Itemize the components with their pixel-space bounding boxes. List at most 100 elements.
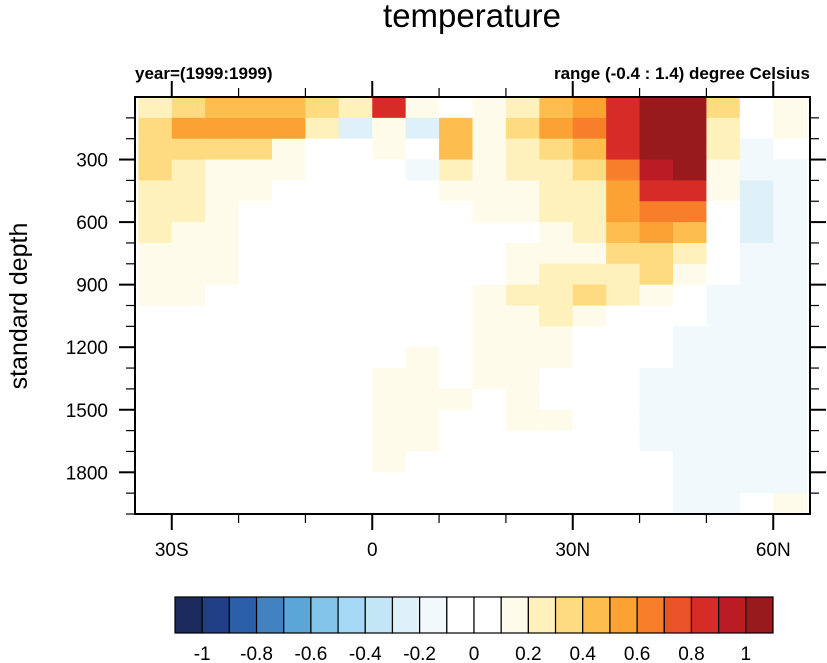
heatmap-cell: [205, 430, 240, 453]
heatmap-cell: [606, 284, 641, 307]
heatmap-cell: [505, 388, 540, 411]
heatmap-cell: [272, 159, 307, 181]
heatmap-cell: [472, 388, 507, 411]
heatmap-cell: [238, 368, 273, 390]
heatmap-cell: [472, 326, 507, 348]
heatmap-cell: [672, 409, 708, 432]
heatmap-cell: [472, 493, 507, 515]
heatmap-cell: [606, 493, 641, 515]
heatmap-cell: [739, 263, 774, 286]
heatmap-cell: [138, 451, 173, 473]
colorbar-box: [337, 596, 366, 634]
heatmap-cell: [272, 388, 307, 411]
heatmap-cell: [338, 409, 373, 432]
heatmap-cell: [272, 222, 307, 244]
heatmap-cell: [606, 97, 641, 119]
heatmap-cell: [706, 472, 741, 494]
heatmap-cell: [773, 326, 808, 348]
heatmap-cell: [405, 451, 440, 473]
heatmap-cell: [739, 493, 774, 515]
colorbar: -1 -0.8 -0.6 -0.4 -0.2 0 0.2 0.4 0.6 0.8 1: [174, 596, 774, 663]
heatmap-cell: [539, 347, 574, 369]
colorbar-box: [690, 596, 720, 634]
heatmap-cell: [338, 222, 373, 244]
heatmap-cell: [472, 472, 507, 494]
heatmap-cell: [505, 493, 540, 515]
heatmap-cell: [639, 201, 674, 223]
heatmap-cell: [572, 222, 607, 244]
colorbar-tick-label: -0.2: [403, 644, 436, 663]
heatmap-cell: [706, 388, 741, 411]
heatmap-cell: [338, 451, 373, 473]
heatmap-cell: [238, 284, 273, 307]
heatmap-cell: [405, 493, 440, 515]
heatmap-cell: [171, 159, 206, 181]
heatmap-cell: [372, 409, 407, 432]
heatmap-cell: [439, 222, 474, 244]
heatmap-cell: [238, 242, 273, 265]
heatmap-cell: [372, 117, 407, 140]
heatmap-cell: [439, 305, 474, 327]
heatmap-cell: [305, 159, 340, 181]
heatmap-cell: [773, 284, 808, 307]
heatmap-cell: [138, 368, 173, 390]
heatmap-cell: [572, 430, 607, 453]
heatmap-cell: [205, 347, 240, 369]
heatmap-cell: [238, 430, 273, 453]
heatmap-cell: [338, 493, 373, 515]
heatmap-cell: [238, 347, 273, 369]
heatmap-cell: [138, 305, 173, 327]
heatmap-cell: [171, 409, 206, 432]
heatmap-cell: [439, 242, 474, 265]
heatmap-cell: [539, 451, 574, 473]
heatmap-cell: [606, 451, 641, 473]
heatmap-cell: [505, 263, 540, 286]
heatmap-cell: [305, 326, 340, 348]
heatmap-cell: [205, 159, 240, 181]
heatmap-cell: [639, 222, 674, 244]
heatmap-cell: [439, 97, 474, 119]
heatmap-cell: [606, 242, 641, 265]
heatmap-cell: [539, 388, 574, 411]
heatmap-cell: [138, 263, 173, 286]
heatmap-cell: [539, 409, 574, 432]
heatmap-cell: [472, 117, 507, 140]
heatmap-cell: [472, 409, 507, 432]
heatmap-cell: [439, 451, 474, 473]
heatmap-cell: [439, 472, 474, 494]
heatmap-cell: [639, 305, 674, 327]
heatmap-cell: [572, 97, 607, 119]
heatmap-cell: [305, 472, 340, 494]
heatmap-cell: [205, 117, 240, 140]
heatmap-cell: [338, 326, 373, 348]
colorbar-box: [554, 596, 584, 634]
heatmap-cell: [138, 201, 173, 223]
heatmap-cell: [472, 180, 507, 202]
heatmap-cell: [272, 368, 307, 390]
heatmap-cell: [272, 409, 307, 432]
heatmap-cell: [272, 180, 307, 202]
heatmap-cell: [205, 368, 240, 390]
heatmap-cell: [572, 326, 607, 348]
heatmap-cell: [205, 326, 240, 348]
chart-title: temperature: [383, 0, 561, 34]
colorbar-tick-label: -0.4: [349, 644, 382, 663]
heatmap-cell: [706, 242, 741, 265]
heatmap-cell: [439, 284, 474, 307]
heatmap-cell: [171, 284, 206, 307]
heatmap-cell: [706, 222, 741, 244]
heatmap-cell: [472, 305, 507, 327]
heatmap-cell: [739, 180, 774, 202]
colorbar-box: [500, 596, 529, 634]
heatmap-cell: [272, 430, 307, 453]
heatmap-cell: [338, 117, 373, 140]
heatmap-cell: [773, 493, 808, 515]
y-axis-label: standard depth: [5, 223, 33, 390]
heatmap-cell: [472, 138, 507, 161]
heatmap-cell: [372, 263, 407, 286]
heatmap-cell: [238, 409, 273, 432]
heatmap-cell: [572, 388, 607, 411]
heatmap-cell: [205, 263, 240, 286]
heatmap-cell: [606, 201, 641, 223]
heatmap-cell: [205, 472, 240, 494]
